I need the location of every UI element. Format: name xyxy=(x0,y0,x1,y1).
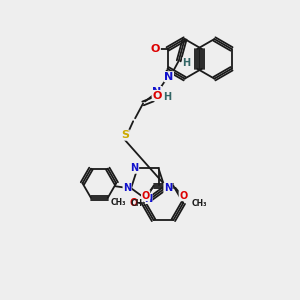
Text: CH₃: CH₃ xyxy=(131,199,146,208)
Text: N: N xyxy=(164,183,172,193)
Text: O: O xyxy=(152,91,162,100)
Text: H: H xyxy=(163,92,171,103)
Text: CH₃: CH₃ xyxy=(191,199,207,208)
Text: O: O xyxy=(179,191,188,201)
Text: N: N xyxy=(152,86,162,97)
Text: CH₃: CH₃ xyxy=(110,198,126,207)
Text: O: O xyxy=(151,44,160,54)
Text: N: N xyxy=(164,72,173,82)
Text: N: N xyxy=(130,163,139,173)
Text: O: O xyxy=(142,191,150,201)
Text: H: H xyxy=(183,58,191,68)
Text: O: O xyxy=(130,198,138,208)
Text: S: S xyxy=(121,130,129,140)
Text: N: N xyxy=(144,194,152,203)
Text: N: N xyxy=(123,183,131,193)
